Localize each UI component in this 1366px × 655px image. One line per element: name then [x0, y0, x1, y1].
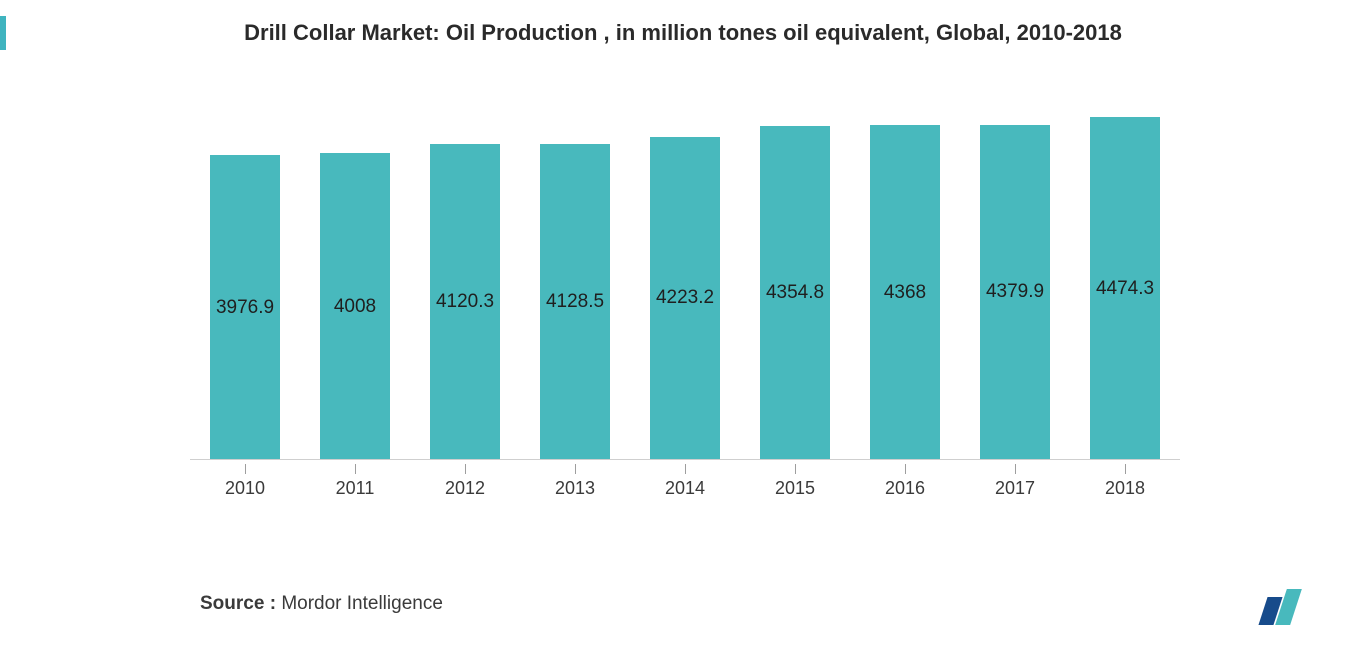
bar-value-label: 4223.2 — [656, 287, 714, 309]
bar-value-label: 4379.9 — [986, 281, 1044, 303]
bar-rect: 4223.2 — [650, 137, 720, 460]
bar-2012: 4120.3 — [410, 100, 520, 460]
x-tick-2012: 2012 — [410, 464, 520, 500]
x-label: 2017 — [995, 478, 1035, 499]
x-label: 2010 — [225, 478, 265, 499]
bar-rect: 4354.8 — [760, 126, 830, 460]
x-tick-2016: 2016 — [850, 464, 960, 500]
tick-mark — [905, 464, 906, 474]
bar-rect: 4368 — [870, 125, 940, 460]
bars-group: 3976.9 4008 4120.3 4128.5 4223.2 4354.8 4368 43… — [190, 100, 1180, 460]
bar-rect: 4120.3 — [430, 144, 500, 460]
bar-2018: 4474.3 — [1070, 100, 1180, 460]
source-attribution: Source : Mordor Intelligence — [200, 593, 443, 615]
x-tick-2017: 2017 — [960, 464, 1070, 500]
bar-rect: 4128.5 — [540, 144, 610, 460]
bar-value-label: 4120.3 — [436, 291, 494, 313]
tick-mark — [245, 464, 246, 474]
bar-value-label: 4354.8 — [766, 282, 824, 304]
bar-value-label: 4368 — [884, 282, 926, 304]
x-tick-2018: 2018 — [1070, 464, 1180, 500]
x-label: 2012 — [445, 478, 485, 499]
chart-title: Drill Collar Market: Oil Production , in… — [0, 20, 1366, 46]
bar-value-label: 3976.9 — [216, 297, 274, 319]
bar-2016: 4368 — [850, 100, 960, 460]
x-tick-2014: 2014 — [630, 464, 740, 500]
x-label: 2015 — [775, 478, 815, 499]
x-tick-2011: 2011 — [300, 464, 410, 500]
bar-2011: 4008 — [300, 100, 410, 460]
x-tick-2015: 2015 — [740, 464, 850, 500]
source-value: Mordor Intelligence — [281, 593, 443, 614]
tick-mark — [1125, 464, 1126, 474]
bar-value-label: 4128.5 — [546, 291, 604, 313]
x-label: 2013 — [555, 478, 595, 499]
source-label: Source : — [200, 593, 276, 614]
x-label: 2016 — [885, 478, 925, 499]
bar-chart: 3976.9 4008 4120.3 4128.5 4223.2 4354.8 4368 43… — [190, 100, 1180, 500]
tick-mark — [465, 464, 466, 474]
bar-value-label: 4008 — [334, 296, 376, 318]
bar-rect: 3976.9 — [210, 155, 280, 460]
bar-rect: 4474.3 — [1090, 117, 1160, 460]
bar-value-label: 4474.3 — [1096, 278, 1154, 300]
bar-rect: 4008 — [320, 153, 390, 460]
bar-2014: 4223.2 — [630, 100, 740, 460]
bar-2015: 4354.8 — [740, 100, 850, 460]
x-tick-2013: 2013 — [520, 464, 630, 500]
tick-mark — [575, 464, 576, 474]
logo-bars-icon — [1263, 589, 1296, 625]
chart-container: Drill Collar Market: Oil Production , in… — [0, 0, 1366, 655]
x-label: 2014 — [665, 478, 705, 499]
x-label: 2018 — [1105, 478, 1145, 499]
x-axis-labels: 2010 2011 2012 2013 2014 2015 2016 2017 2018 — [190, 464, 1180, 500]
brand-logo — [1263, 589, 1306, 625]
x-tick-2010: 2010 — [190, 464, 300, 500]
tick-mark — [1015, 464, 1016, 474]
x-label: 2011 — [336, 478, 375, 499]
tick-mark — [795, 464, 796, 474]
tick-mark — [685, 464, 686, 474]
tick-mark — [355, 464, 356, 474]
bar-rect: 4379.9 — [980, 125, 1050, 460]
bar-2010: 3976.9 — [190, 100, 300, 460]
x-axis-line — [190, 459, 1180, 460]
bar-2017: 4379.9 — [960, 100, 1070, 460]
bar-2013: 4128.5 — [520, 100, 630, 460]
